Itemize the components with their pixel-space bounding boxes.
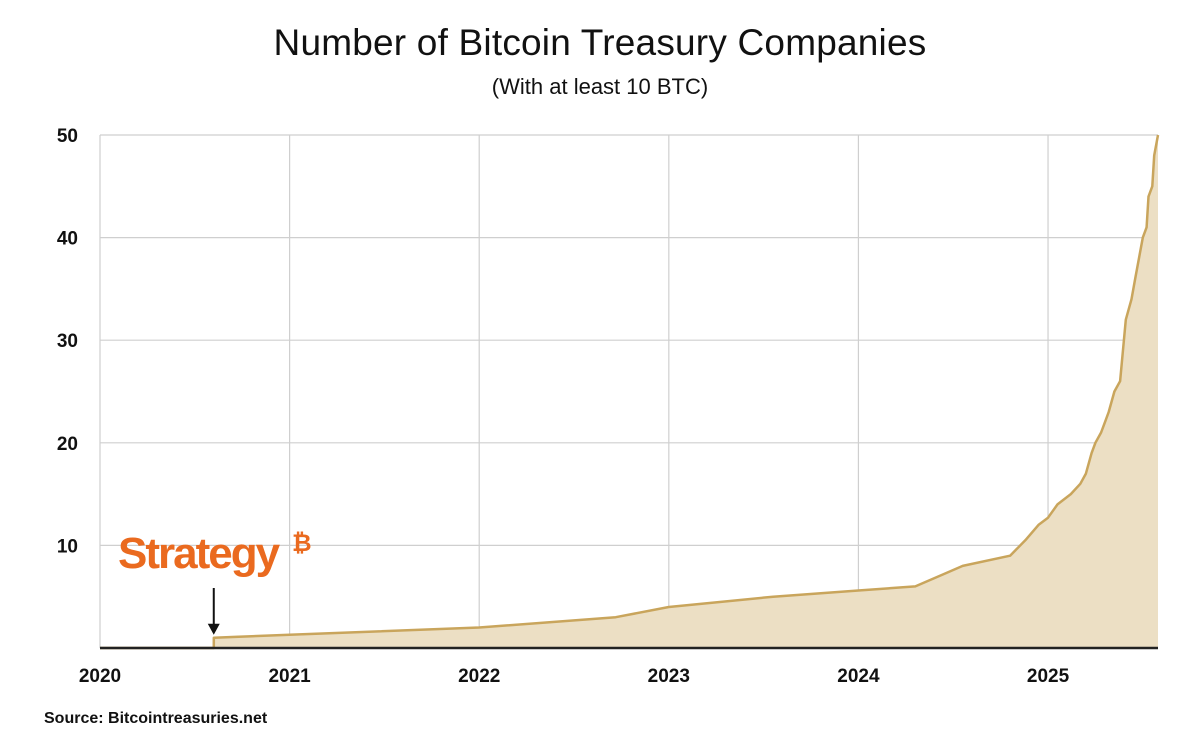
- x-tick-label: 2020: [79, 666, 121, 687]
- strategy-logo: Strategy: [118, 529, 281, 578]
- source-note: Source: Bitcointreasuries.net: [44, 710, 268, 727]
- chart-title: Number of Bitcoin Treasury Companies: [273, 22, 927, 63]
- x-tick-label: 2021: [268, 666, 311, 687]
- y-tick-label: 30: [57, 331, 78, 352]
- y-tick-label: 40: [57, 229, 78, 250]
- chart-subtitle: (With at least 10 BTC): [491, 74, 709, 99]
- bitcoin-symbol-icon: ₿: [292, 529, 312, 557]
- series-line: [100, 134, 1160, 650]
- x-tick-label: 2024: [837, 666, 880, 687]
- y-tick-label: 20: [57, 434, 78, 455]
- gridlines: [99, 134, 1158, 648]
- y-axis-ticks: 10 20 30 40 50: [57, 126, 78, 557]
- strategy-annotation: Strategy ₿: [118, 529, 312, 635]
- y-tick-label: 50: [57, 126, 78, 147]
- x-axis-ticks: 2020 2021 2022 2023 2024 2025: [79, 666, 1070, 687]
- x-tick-label: 2022: [458, 666, 500, 687]
- y-tick-label: 10: [57, 536, 78, 557]
- series-area-fill: [100, 135, 1158, 648]
- arrowhead-icon: [207, 623, 220, 635]
- x-tick-label: 2023: [648, 666, 690, 687]
- x-tick-label: 2025: [1027, 666, 1070, 687]
